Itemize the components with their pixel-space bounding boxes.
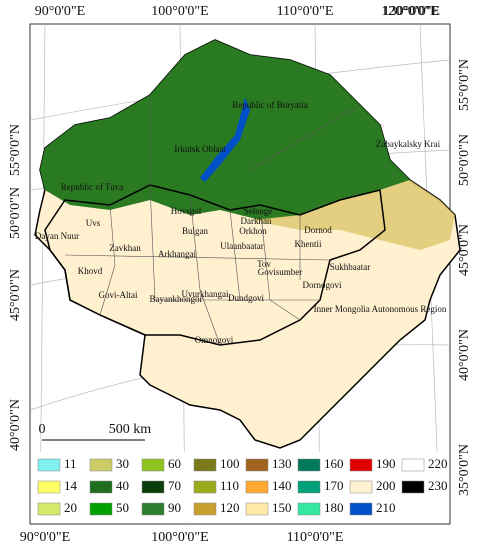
lon-label-top: 90°0'0"E <box>35 4 85 19</box>
lat-label-left: 45°0'0"N <box>8 269 23 321</box>
legend-swatch <box>193 502 217 516</box>
region-label: Khovd <box>78 266 103 276</box>
legend-swatch <box>297 502 321 516</box>
steppe-area <box>250 180 455 250</box>
lon-label-bottom: 90°0'0"E <box>20 530 70 545</box>
region-label: Orkhon <box>239 226 267 236</box>
scale-start: 0 <box>39 422 46 437</box>
region-label: Zabaykalsky Krai <box>376 139 441 149</box>
legend-label: 90 <box>168 500 181 515</box>
legend-label: 14 <box>64 478 78 493</box>
lat-label-right: 35°0'0"N <box>457 444 472 496</box>
legend-swatch <box>89 480 113 494</box>
legend-label: 150 <box>272 500 292 515</box>
lon-label-top: 100°0'0"E <box>151 4 208 19</box>
region-label: Uvurkhangai <box>182 289 229 299</box>
region-label: Irkutsk Oblast <box>174 144 226 154</box>
lat-label-right: 40°0'0"N <box>457 329 472 381</box>
lake-baikal <box>200 97 250 182</box>
legend-label: 170 <box>324 478 344 493</box>
legend-swatch <box>297 458 321 472</box>
legend-swatch <box>245 458 269 472</box>
legend-swatch <box>401 458 425 472</box>
legend-label: 110 <box>220 478 239 493</box>
region-label: Dornod <box>304 225 332 235</box>
lon-label-top: 130°0'0"E <box>383 4 440 19</box>
mongolia-border <box>44 184 386 346</box>
legend-swatch <box>37 458 61 472</box>
legend-swatch <box>193 480 217 494</box>
region-label: Dayan Nuur <box>35 231 79 241</box>
legend-label: 20 <box>64 500 77 515</box>
legend-label: 60 <box>168 456 181 471</box>
province-borders <box>64 95 361 346</box>
legend-swatch <box>89 502 113 516</box>
legend-label: 140 <box>272 478 292 493</box>
lon-label-top: 120°0'0"E <box>381 4 438 19</box>
region-label: Inner Mongolia Autonomous Region <box>314 304 447 314</box>
legend-swatch <box>37 480 61 494</box>
region-label: Bulgan <box>182 226 208 236</box>
legend-swatch <box>349 480 373 494</box>
region-label: Darkhan <box>241 216 272 226</box>
region-label: Dundgovi <box>228 293 264 303</box>
lat-label-right: 45°0'0"N <box>457 224 472 276</box>
legend-label: 120 <box>220 500 240 515</box>
region-label: Govi-Altai <box>99 290 138 300</box>
legend-label: 40 <box>116 478 129 493</box>
region-label: Selenge <box>244 206 273 216</box>
legend-swatch <box>89 458 113 472</box>
legend-label: 160 <box>324 456 344 471</box>
legend-label: 190 <box>376 456 396 471</box>
legend-swatch <box>193 458 217 472</box>
legend-swatch <box>401 480 425 494</box>
lon-label-bottom: 110°0'0"E <box>287 530 344 545</box>
lat-label-left: 55°0'0"N <box>8 124 23 176</box>
legend-swatch <box>141 502 165 516</box>
region-label: Tov <box>257 259 271 269</box>
legend-swatch <box>37 502 61 516</box>
region-label: Ulaanbaatar <box>220 241 263 251</box>
legend-label: 130 <box>272 456 292 471</box>
legend-swatch <box>141 458 165 472</box>
forest-area <box>40 40 410 220</box>
lat-label-left: 50°0'0"N <box>8 187 23 239</box>
region-label: Hovsgol <box>171 206 202 216</box>
region-label: Republic of Buryatia <box>232 100 307 110</box>
legend-swatch <box>141 480 165 494</box>
legend-label: 30 <box>116 456 129 471</box>
region-label: Zavkhan <box>109 243 141 253</box>
legend-label: 180 <box>324 500 344 515</box>
scale-end: 500 km <box>109 422 152 437</box>
region-label: Bayankhongor <box>150 294 203 304</box>
region-label: Khentii <box>295 239 322 249</box>
region-label: Govisumber <box>258 267 303 277</box>
lat-label-right: 55°0'0"N <box>457 59 472 111</box>
legend-swatch <box>297 480 321 494</box>
legend-label: 210 <box>376 500 396 515</box>
legend-swatch <box>245 480 269 494</box>
region-label: Republic of Tuva <box>61 182 124 192</box>
legend-label: 230 <box>428 478 448 493</box>
legend-swatch <box>349 458 373 472</box>
lat-label-left: 40°0'0"N <box>8 399 23 451</box>
lat-label-right: 50°0'0"N <box>457 134 472 186</box>
legend-label: 50 <box>116 500 129 515</box>
lon-label-bottom: 100°0'0"E <box>151 530 208 545</box>
region-label: Uvs <box>86 218 101 228</box>
region-label: Dornogovi <box>303 280 342 290</box>
legend-label: 70 <box>168 478 181 493</box>
lon-label-top: 110°0'0"E <box>277 4 334 19</box>
region-label: Omnogovi <box>195 335 234 345</box>
region-label: Arkhangai <box>158 249 196 259</box>
legend-swatch <box>349 502 373 516</box>
region-label: Sukhbaatar <box>330 262 371 272</box>
legend-label: 220 <box>428 456 448 471</box>
legend-label: 200 <box>376 478 396 493</box>
legend-swatch <box>245 502 269 516</box>
legend-label: 11 <box>64 456 77 471</box>
legend-label: 100 <box>220 456 240 471</box>
